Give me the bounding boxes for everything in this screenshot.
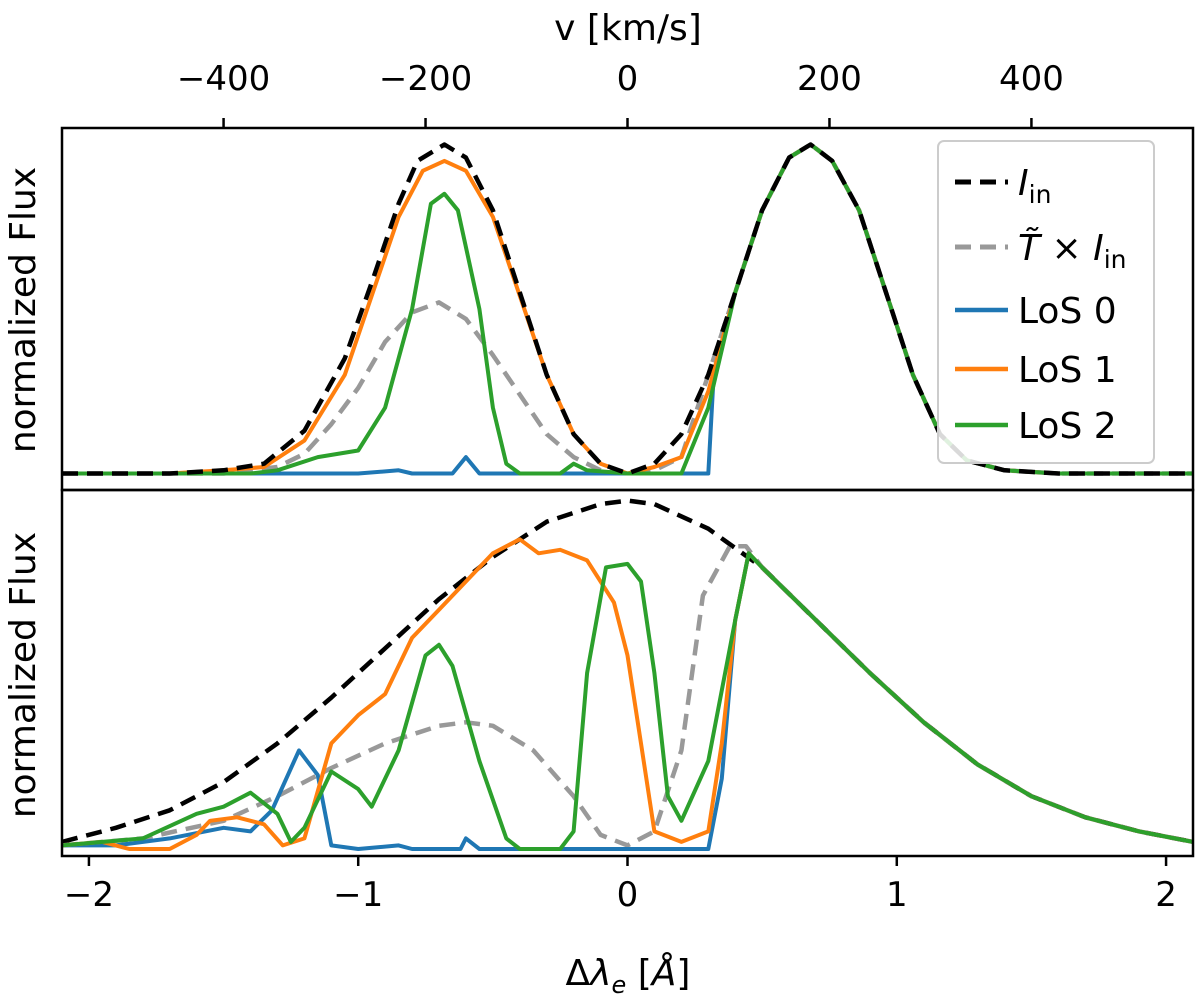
legend-label-los0: LoS 0 xyxy=(1018,291,1117,332)
top-axis-tick-label: 0 xyxy=(617,59,639,99)
top-axis-tick-label: −400 xyxy=(177,59,270,99)
bottom-axis-label: Δλe [Å] xyxy=(566,951,691,998)
legend-label-Iin: Iin xyxy=(1018,163,1051,209)
bottom-wavelength-axis: −2 −1 0 1 2 xyxy=(64,856,1177,915)
bottom-panel xyxy=(60,488,1195,858)
top-axis-tick-label: 400 xyxy=(999,59,1064,99)
bottom-panel-los2-line xyxy=(62,551,1193,851)
top-axis-label: v [km/s] xyxy=(554,8,702,49)
top-velocity-axis: −400 −200 0 200 400 xyxy=(177,59,1064,128)
legend-label-los1: LoS 1 xyxy=(1018,350,1117,391)
legend-box xyxy=(937,140,1155,464)
top-panel-Iin-line xyxy=(62,142,1193,476)
top-axis-tick-label: −200 xyxy=(379,59,472,99)
bottom-panel-ylabel: normalized Flux xyxy=(3,532,44,818)
bottom-axis-tick-label: 0 xyxy=(617,875,639,915)
legend-label-los2: LoS 2 xyxy=(1018,406,1117,447)
top-panel-ylabel: normalized Flux xyxy=(3,167,44,453)
legend-label-TIin: T̃ × Iin xyxy=(1018,227,1126,274)
top-panel xyxy=(60,126,1195,492)
bottom-axis-tick-label: 1 xyxy=(886,875,908,915)
bottom-axis-tick-label: 2 xyxy=(1155,875,1177,915)
bottom-axis-tick-label: −1 xyxy=(333,875,383,915)
bottom-axis-tick-label: −2 xyxy=(64,875,114,915)
legend: Iin T̃ × Iin LoS 0 LoS 1 LoS 2 xyxy=(937,140,1155,464)
top-axis-tick-label: 200 xyxy=(797,59,862,99)
